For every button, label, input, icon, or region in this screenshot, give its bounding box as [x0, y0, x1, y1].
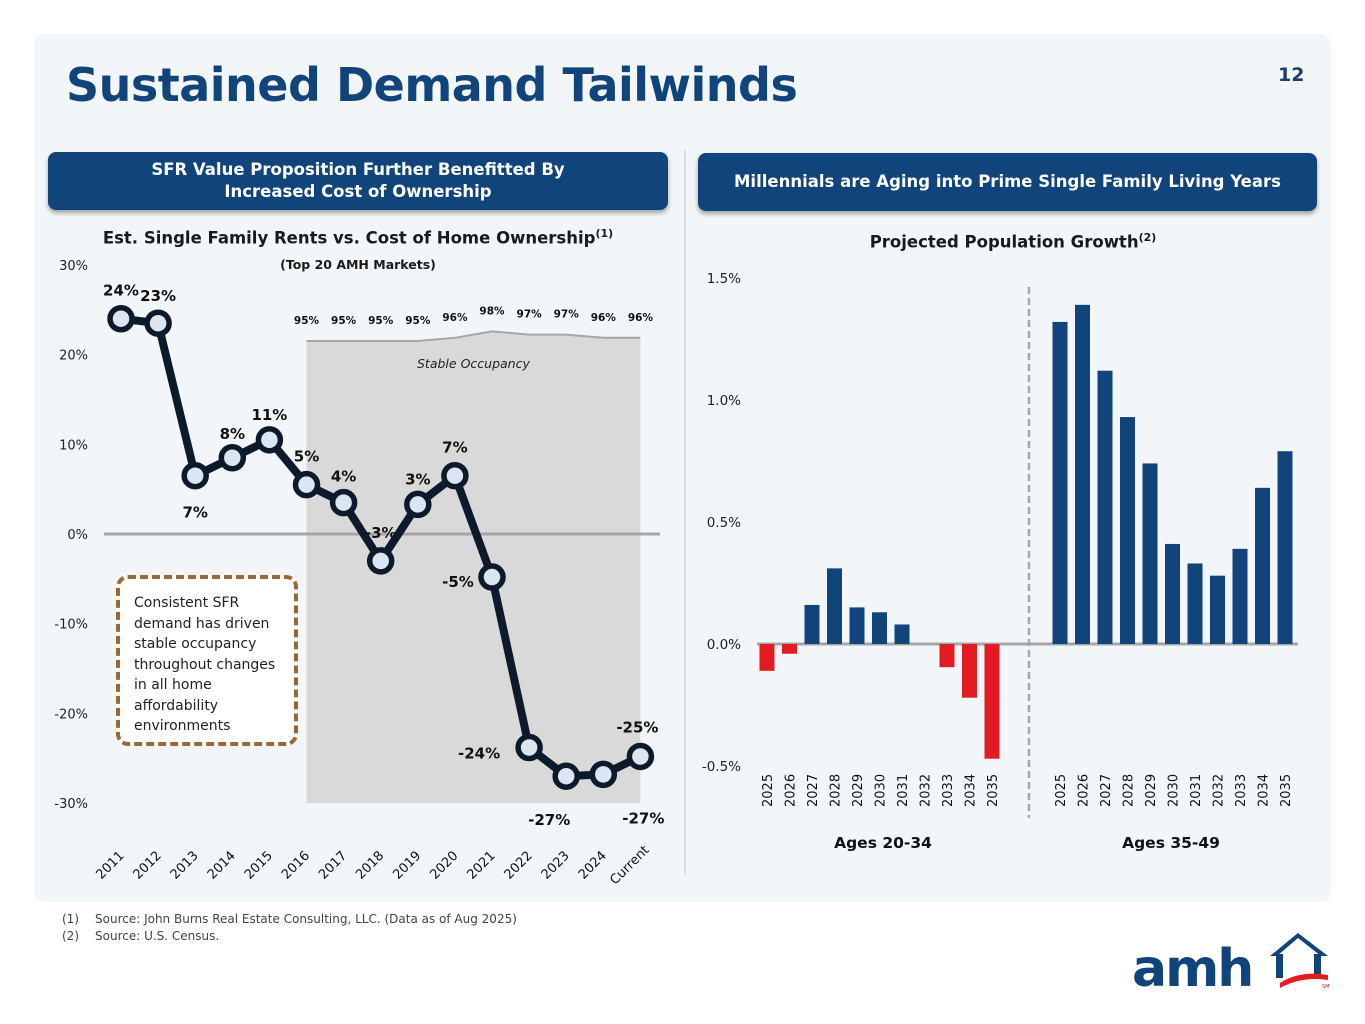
y-tick-label: -30% — [54, 797, 88, 812]
occupancy-area — [306, 331, 641, 804]
line-labels-group: 24% 23% 7% 8% 11% 5% 4% -3% 3% 7% -5% -24% -27% -27% -… — [103, 282, 664, 829]
data-point — [107, 304, 135, 333]
house-roof-icon — [1270, 933, 1328, 956]
x-tick-label: 2017 — [316, 849, 350, 883]
data-label: -24% — [458, 744, 500, 762]
data-label: -5% — [442, 573, 474, 591]
data-label: 11% — [251, 406, 287, 424]
y-tick-label: 30% — [59, 259, 88, 274]
x-tick-label: 2016 — [279, 849, 313, 883]
data-label: 7% — [442, 439, 467, 457]
service-mark: SM — [1322, 984, 1330, 990]
y-tick-label: 10% — [59, 438, 88, 453]
occupancy-label: 95% — [294, 315, 320, 327]
x-tick-label: 2014 — [205, 849, 239, 883]
data-label: 7% — [182, 504, 207, 522]
y-tick-label: 0% — [67, 528, 88, 543]
amh-logo-text: amh — [1132, 939, 1252, 993]
left-banner: SFR Value Proposition Further Benefitted… — [48, 152, 668, 210]
data-label: 3% — [405, 470, 430, 488]
data-point — [218, 444, 247, 472]
data-point — [552, 762, 580, 790]
x-tick-label: Current — [607, 843, 652, 888]
footnote-2: (2) Source: U.S. Census. — [62, 928, 517, 945]
x-tick-label: 2012 — [131, 849, 165, 883]
occupancy-label: 95% — [331, 315, 357, 327]
occupancy-label: 97% — [517, 309, 543, 321]
data-point — [292, 470, 321, 499]
house-wall-right — [1314, 954, 1321, 974]
data-point — [366, 547, 395, 575]
page-title: Sustained Demand Tailwinds — [66, 58, 798, 112]
y-tick-label: 20% — [59, 349, 88, 364]
footnotes: (1) Source: John Burns Real Estate Consul… — [62, 911, 517, 945]
occupancy-label: 95% — [368, 315, 394, 327]
occupancy-area-group: 95% 95% 95% 95% 96% 98% 97% 97% 96% 96% Stable Occ… — [294, 305, 654, 804]
x-tick-label: 2023 — [539, 849, 573, 883]
data-label: 23% — [140, 287, 176, 305]
data-label: -27% — [528, 811, 570, 829]
line-series-group — [107, 304, 655, 790]
data-label: 8% — [220, 425, 245, 443]
footnote-2-text: Source: U.S. Census. — [95, 929, 220, 943]
left-banner-line1: SFR Value Proposition Further Benefitted… — [151, 160, 565, 179]
left-chart-title: Est. Single Family Rents vs. Cost of Hom… — [48, 227, 668, 248]
amh-logo: amh SM — [1132, 933, 1330, 993]
x-tick-label: 2024 — [576, 849, 610, 883]
data-point — [478, 563, 506, 591]
y-tick-label: -10% — [54, 618, 88, 633]
left-chart-subtitle: (Top 20 AMH Markets) — [280, 257, 436, 272]
x-tick-label: 2011 — [94, 849, 128, 883]
footnote-2-num: (2) — [62, 929, 79, 943]
data-point — [404, 490, 432, 519]
panel-divider — [684, 150, 686, 875]
occupancy-line — [306, 330, 641, 342]
data-label: 4% — [331, 468, 356, 486]
y-tick-label: -20% — [54, 707, 88, 722]
data-label: 24% — [103, 282, 139, 300]
left-chart-title-text: Est. Single Family Rents vs. Cost of Hom… — [102, 228, 596, 248]
x-tick-label: 2019 — [390, 849, 424, 883]
x-tick-label: 2013 — [168, 849, 202, 883]
page-number: 12 — [1278, 64, 1305, 86]
occupancy-label: 97% — [554, 309, 580, 321]
x-tick-label: 2020 — [427, 849, 461, 883]
data-label: -27% — [622, 809, 664, 827]
occupancy-label: 95% — [405, 315, 431, 327]
left-banner-line2: Increased Cost of Ownership — [224, 182, 492, 201]
data-point — [515, 733, 543, 762]
data-label: -3% — [365, 524, 397, 542]
red-swoosh-icon — [1280, 973, 1328, 988]
data-label: -25% — [616, 718, 658, 736]
data-point — [626, 742, 655, 771]
footnote-1: (1) Source: John Burns Real Estate Consul… — [62, 911, 517, 928]
data-point — [329, 488, 358, 517]
left-chart-title-footnote: (1) — [595, 227, 614, 240]
occupancy-label: 98% — [479, 305, 505, 317]
x-tick-label: 2021 — [465, 849, 499, 883]
x-tick-label: 2015 — [242, 849, 276, 883]
stable-occupancy-label: Stable Occupancy — [417, 356, 530, 371]
data-point — [441, 461, 469, 490]
right-chart-title-footnote: (2) — [1138, 231, 1157, 244]
occupancy-label: 96% — [442, 312, 468, 324]
data-label: 5% — [294, 448, 319, 466]
right-chart-title: Projected Population Growth(2) — [698, 231, 1328, 252]
footnote-1-num: (1) — [62, 912, 79, 926]
callout-box: Consistent SFR demand has driven stable … — [116, 575, 298, 746]
occupancy-label: 96% — [591, 312, 617, 324]
right-chart-title-text: Projected Population Growth — [869, 232, 1139, 252]
x-tick-label: 2018 — [353, 849, 387, 883]
occupancy-label: 96% — [628, 312, 654, 324]
data-point — [181, 461, 209, 490]
house-wall-left — [1276, 954, 1283, 978]
x-tick-label: 2022 — [502, 849, 536, 883]
right-banner: Millennials are Aging into Prime Single … — [698, 153, 1317, 211]
right-banner-text: Millennials are Aging into Prime Single … — [734, 172, 1281, 191]
data-point — [255, 426, 284, 454]
data-point — [144, 309, 172, 337]
footnote-1-text: Source: John Burns Real Estate Consultin… — [95, 912, 517, 926]
data-point — [589, 760, 618, 789]
